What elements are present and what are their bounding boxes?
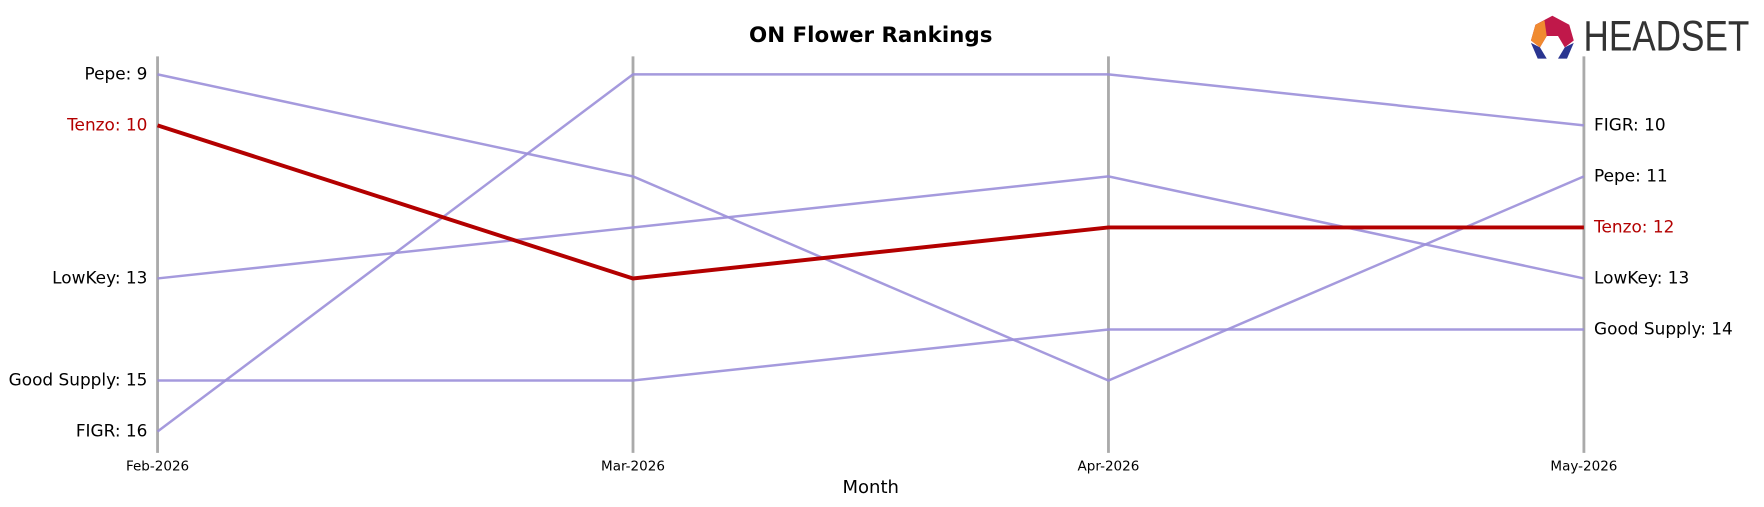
logo: HEADSET (1530, 14, 1750, 61)
rank-label: Good Supply: 14 (1594, 318, 1733, 338)
rank-label: Pepe: 11 (1594, 165, 1668, 185)
x-axis-label: Month (842, 477, 898, 498)
rank-label: Tenzo: 12 (1593, 216, 1674, 236)
x-tick-label: Feb-2026 (126, 458, 189, 474)
rank-label: FIGR: 16 (76, 421, 148, 441)
logo-text: HEADSET (1584, 14, 1750, 61)
series-line (156, 73, 1585, 433)
rank-label: LowKey: 13 (52, 267, 147, 287)
rank-label: Pepe: 9 (85, 63, 148, 83)
rank-label: FIGR: 10 (1594, 114, 1666, 134)
rank-label: Good Supply: 15 (9, 369, 148, 389)
logo-mark-bottom-right (1558, 42, 1574, 59)
x-tick-label: Mar-2026 (601, 458, 665, 474)
series-line (157, 328, 1584, 382)
rank-label: Tenzo: 10 (66, 114, 147, 134)
x-tick-label: Apr-2026 (1078, 458, 1140, 474)
x-tick-label: May-2026 (1550, 458, 1617, 474)
series-line (157, 73, 1585, 382)
logo-mark-left (1530, 20, 1547, 48)
series-line (156, 123, 1584, 281)
chart-title: ON Flower Rankings (749, 23, 992, 48)
rank-label: LowKey: 13 (1594, 267, 1689, 287)
logo-mark-bottom-left (1530, 42, 1547, 59)
